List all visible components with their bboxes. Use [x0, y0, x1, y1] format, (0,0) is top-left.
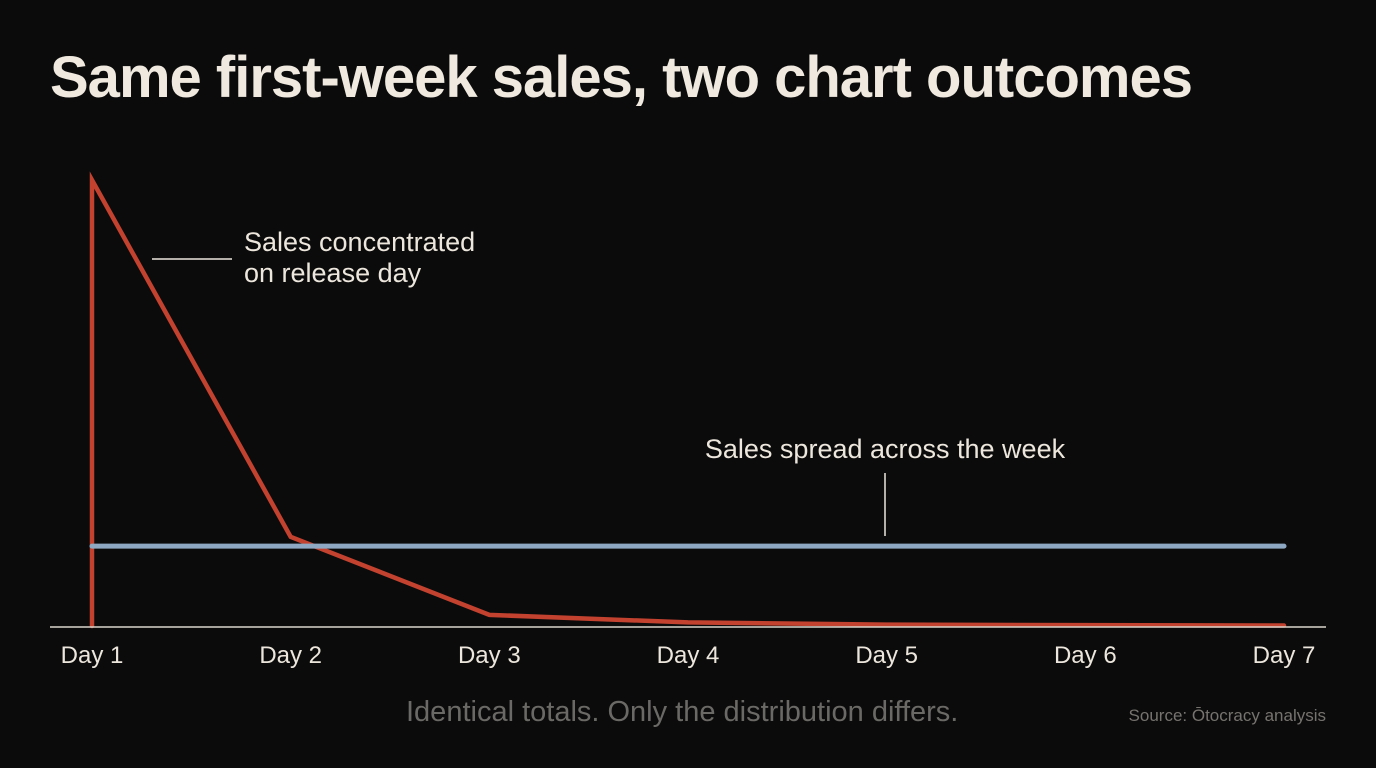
chart-caption: Identical totals. Only the distribution …: [406, 696, 959, 728]
x-tick-label-1: Day 1: [61, 642, 124, 669]
x-tick-label-7: Day 7: [1253, 642, 1316, 669]
x-tick-labels: Day 1 Day 2 Day 3 Day 4 Day 5 Day 6 Day 7: [61, 642, 1316, 669]
annotation-spread: Sales spread across the week: [705, 434, 1066, 464]
series-layer: [89, 171, 1287, 629]
series-line-concentrated: [89, 171, 1287, 629]
x-tick-label-5: Day 5: [855, 642, 918, 669]
annotation-concentrated-line1: Sales concentrated: [244, 227, 475, 257]
x-tick-label-3: Day 3: [458, 642, 521, 669]
x-tick-label-6: Day 6: [1054, 642, 1117, 669]
annotation-concentrated-line2: on release day: [244, 258, 422, 288]
x-tick-label-4: Day 4: [657, 642, 720, 669]
x-tick-label-2: Day 2: [259, 642, 322, 669]
source-note: Source: Ōtocracy analysis: [1128, 706, 1326, 725]
chart-title: Same first-week sales, two chart outcome…: [50, 45, 1193, 110]
